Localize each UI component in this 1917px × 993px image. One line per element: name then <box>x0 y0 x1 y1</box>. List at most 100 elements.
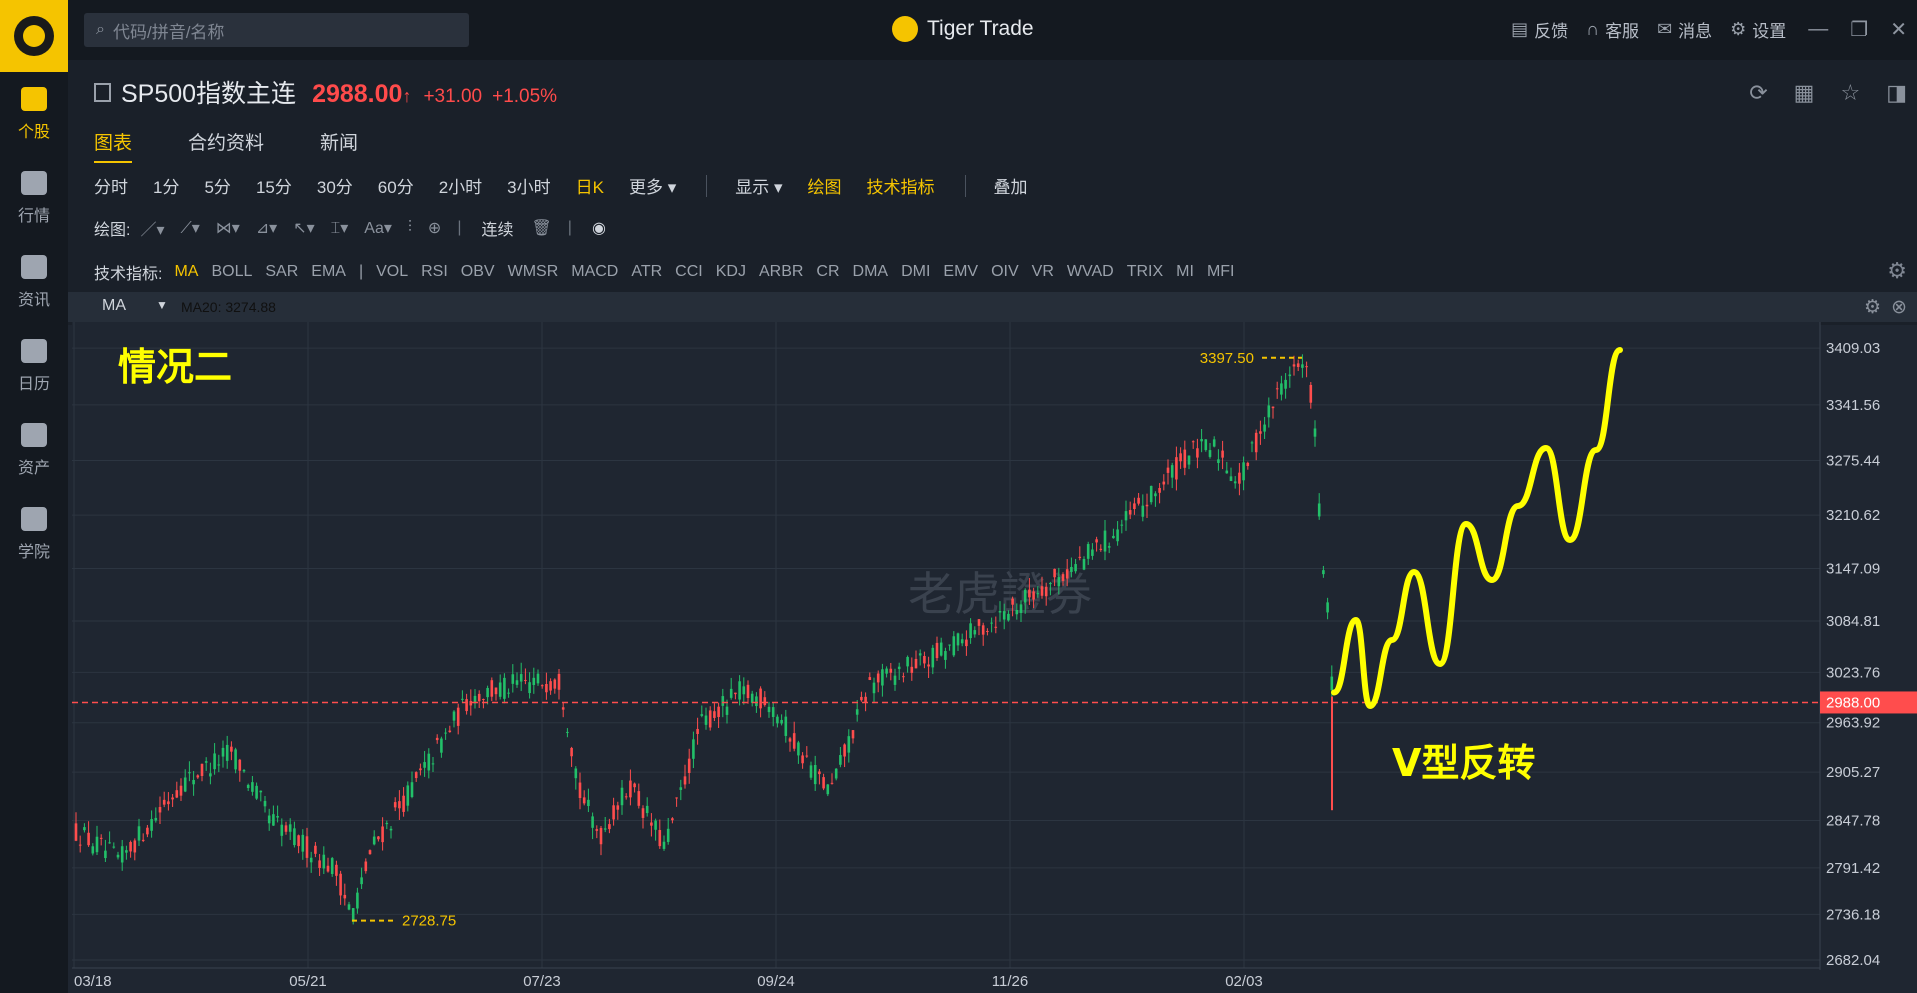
candle-tool-icon[interactable]: ⫶ <box>407 219 412 236</box>
indicator-vol[interactable]: VOL <box>376 263 409 280</box>
wave-tool-icon[interactable]: ⋈▾ <box>215 220 240 237</box>
eye-icon[interactable]: ◉ <box>591 220 606 237</box>
period-2h[interactable]: 2小时 <box>438 178 483 197</box>
text-tool-icon[interactable]: Aa▾ <box>364 220 392 237</box>
period-60m[interactable]: 60分 <box>377 178 414 197</box>
candle-body <box>393 802 397 808</box>
candle-body <box>927 664 930 667</box>
ma-selector[interactable]: MA <box>102 297 126 314</box>
y-tick-label: 2682.04 <box>1826 952 1880 969</box>
line-tool-icon[interactable]: ／▾ <box>140 222 165 239</box>
overlay-button[interactable]: 叠加 <box>993 178 1028 197</box>
close-icon[interactable]: ✕ <box>1890 19 1907 41</box>
candle-body <box>146 827 149 835</box>
service-button[interactable]: ∩ 客服 <box>1586 19 1640 41</box>
candle-body <box>759 688 762 709</box>
ma-settings-icon[interactable]: ⚙ <box>1864 297 1882 318</box>
tiger-logo-icon[interactable] <box>0 0 68 72</box>
period-3h[interactable]: 3小时 <box>507 178 551 197</box>
indicator-mfi[interactable]: MFI <box>1206 263 1235 280</box>
indicator-rsi[interactable]: RSI <box>421 263 448 280</box>
indicator-settings-icon[interactable]: ⚙ <box>1887 258 1907 283</box>
draw-button[interactable]: 绘图 <box>807 178 842 197</box>
period-5m[interactable]: 5分 <box>204 178 231 197</box>
panel-toggle-icon[interactable] <box>94 82 111 102</box>
indicator-oiv[interactable]: OIV <box>991 263 1019 280</box>
minimize-icon[interactable]: — <box>1808 18 1829 40</box>
candle-body <box>351 908 355 922</box>
indicator-arbr[interactable]: ARBR <box>758 263 804 280</box>
indicator-macd[interactable]: MACD <box>571 263 619 280</box>
indicator-wvad[interactable]: WVAD <box>1066 263 1114 280</box>
tab-news[interactable]: 新闻 <box>320 133 359 154</box>
star-icon[interactable]: ☆ <box>1840 80 1861 105</box>
indicator-ma[interactable]: MA <box>174 263 199 280</box>
messages-button[interactable]: ✉ 消息 <box>1657 19 1713 41</box>
sidebar-item-assets[interactable]: 资产 <box>0 408 68 492</box>
search-input[interactable]: ⌕ 代码/拼音/名称 <box>84 13 469 47</box>
period-1m[interactable]: 1分 <box>153 178 180 197</box>
indicator-dma[interactable]: DMA <box>852 263 889 280</box>
period-30m[interactable]: 30分 <box>316 178 353 197</box>
candle-body <box>1137 497 1140 504</box>
indicator-cr[interactable]: CR <box>816 263 840 280</box>
sidebar-item-news[interactable]: 资讯 <box>0 240 68 324</box>
sidebar-item-market[interactable]: 行情 <box>0 156 68 240</box>
restore-icon[interactable]: ❐ <box>1850 19 1869 41</box>
candle-body <box>897 666 901 670</box>
candle-body <box>1313 428 1317 437</box>
fib-tool-icon[interactable]: ⊿▾ <box>255 220 278 237</box>
ma-close-icon[interactable]: ⊗ <box>1891 297 1907 318</box>
period-15m[interactable]: 15分 <box>255 178 292 197</box>
sidebar-item-stock[interactable]: 个股 <box>0 72 68 156</box>
candle-body <box>129 842 132 852</box>
period-timeshare[interactable]: 分时 <box>94 178 128 197</box>
top-actions: ▤ 反馈 ∩ 客服 ✉ 消息 ⚙ 设置 — ❐ ✕ <box>1493 17 1907 42</box>
indicator-kdj[interactable]: KDJ <box>715 263 746 280</box>
candle-body <box>133 840 137 853</box>
indicator-obv[interactable]: OBV <box>460 263 495 280</box>
zoom-tool-icon[interactable]: ⊕ <box>427 220 442 237</box>
period-daily[interactable]: 日K <box>575 178 604 197</box>
indicator-dmi[interactable]: DMI <box>901 263 931 280</box>
settings-button[interactable]: ⚙ 设置 <box>1730 19 1787 41</box>
measure-tool-icon[interactable]: ⌶▾ <box>330 220 349 237</box>
candle-body <box>1183 449 1187 468</box>
indicator-boll[interactable]: BOLL <box>211 263 253 280</box>
indicator-sar[interactable]: SAR <box>265 263 299 280</box>
indicator-trix[interactable]: TRIX <box>1126 263 1164 280</box>
sidebar-item-calendar[interactable]: 日历 <box>0 324 68 408</box>
sidebar-item-academy[interactable]: 学院 <box>0 492 68 576</box>
feedback-button[interactable]: ▤ 反馈 <box>1511 19 1569 41</box>
indicator-emv[interactable]: EMV <box>943 263 979 280</box>
indicator-wmsr[interactable]: WMSR <box>507 263 559 280</box>
tab-chart[interactable]: 图表 <box>94 128 133 163</box>
brand-name: Tiger Trade <box>927 17 1034 40</box>
period-more-dropdown[interactable]: 更多 ▾ <box>628 178 677 197</box>
chevron-down-icon[interactable]: ▼ <box>156 298 168 312</box>
refresh-icon[interactable]: ⟳ <box>1749 80 1768 105</box>
indicator-cci[interactable]: CCI <box>675 263 703 280</box>
low-price-label: 2728.75 <box>402 913 456 930</box>
indicator-mi[interactable]: MI <box>1176 263 1194 280</box>
indicator-vr[interactable]: VR <box>1031 263 1054 280</box>
indicators-button[interactable]: 技术指标 <box>866 178 935 197</box>
candle-body <box>87 832 90 846</box>
indicator-atr[interactable]: ATR <box>631 263 663 280</box>
display-dropdown[interactable]: 显示 ▾ <box>735 178 783 197</box>
indicator-ema[interactable]: EMA <box>311 263 346 280</box>
polyline-tool-icon[interactable]: ⟋▾ <box>180 220 200 237</box>
continuous-draw-toggle[interactable]: 连续 <box>481 222 514 239</box>
candle-body <box>742 686 746 695</box>
candle-body <box>918 653 922 656</box>
arrow-tool-icon[interactable]: ↖▾ <box>293 220 315 237</box>
y-tick-label: 3275.44 <box>1826 453 1880 470</box>
trash-icon[interactable]: 🗑 <box>531 220 552 237</box>
grid-icon[interactable]: ▦ <box>1793 80 1815 105</box>
tab-contract-info[interactable]: 合约资料 <box>188 133 265 154</box>
candle-body <box>1070 567 1073 572</box>
candle-body <box>981 625 985 635</box>
candle-body <box>1120 524 1124 526</box>
sidepanel-icon[interactable]: ◨ <box>1886 80 1907 105</box>
